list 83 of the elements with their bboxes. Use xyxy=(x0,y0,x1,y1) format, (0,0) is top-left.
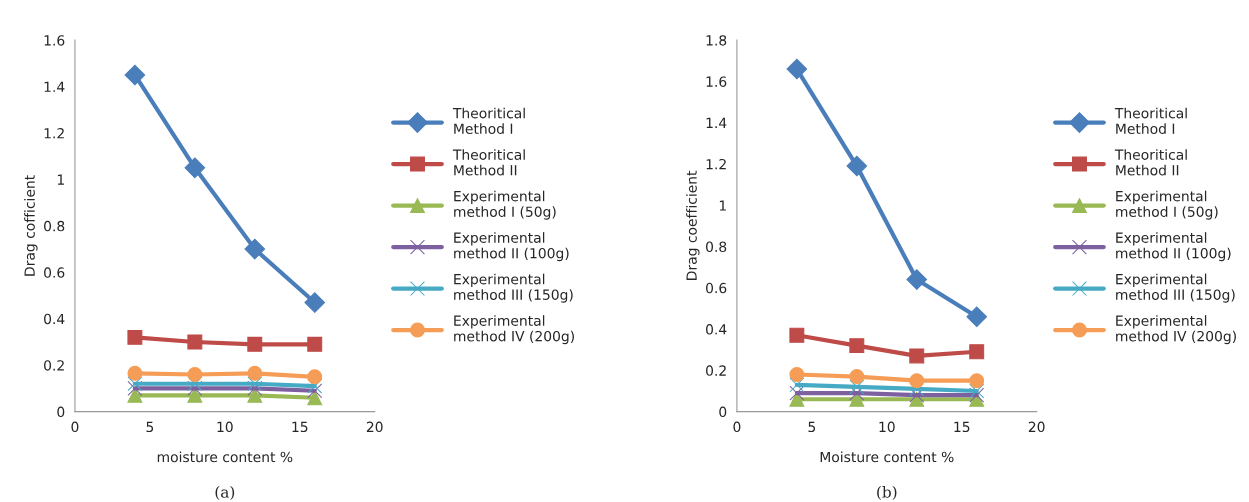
text: (a) xyxy=(215,485,235,500)
legend-label: Theoritical Method I xyxy=(452,107,525,134)
y-tick-label: 0.6 xyxy=(706,282,727,294)
y-tick-label: 0.6 xyxy=(44,267,65,278)
legend-label: Experimental method IV (200g) xyxy=(454,315,574,345)
point xyxy=(969,344,985,360)
point xyxy=(247,376,263,392)
legend-label: Experimental method II (100g) xyxy=(454,232,569,262)
legend-label: Experimental method I (50g) xyxy=(454,190,556,220)
point xyxy=(969,387,985,403)
y-tick-label: 0.2 xyxy=(706,365,726,376)
x-tick-label: 15 xyxy=(954,421,970,433)
x-tick-label: 10 xyxy=(217,421,233,433)
point xyxy=(849,379,865,395)
y-tick-label: 0.8 xyxy=(706,241,727,253)
y-tick-label: 1.6 xyxy=(706,76,727,87)
legend-label: Theoritical Method II xyxy=(452,149,525,176)
point xyxy=(906,269,928,290)
x-axis-title: moisture content % xyxy=(157,451,293,463)
point xyxy=(969,373,985,389)
legend-label: Experimental method I (50g) xyxy=(1116,190,1218,220)
point xyxy=(969,383,985,399)
y-tick-label: 1.8 xyxy=(706,35,727,46)
point xyxy=(184,157,206,179)
y-tick-label: 0 xyxy=(57,406,65,418)
point xyxy=(244,238,266,260)
legend-label: Experimental method IV (200g) xyxy=(1116,315,1236,345)
x-tick-label: 15 xyxy=(292,421,308,433)
point xyxy=(247,336,263,352)
legend-label: Experimental method III (150g) xyxy=(1116,273,1235,303)
y-tick-label: 0.4 xyxy=(44,313,65,325)
x-tick-label: 20 xyxy=(1028,421,1045,433)
y-tick-label: 1 xyxy=(57,174,64,185)
point xyxy=(187,367,203,382)
point xyxy=(909,373,925,389)
point xyxy=(124,64,146,86)
y-tick-label: 0.4 xyxy=(706,324,727,335)
x-tick-label: 10 xyxy=(879,421,895,433)
x-axis-title: Moisture content % xyxy=(820,451,954,463)
legend-label: Experimental method II (100g) xyxy=(1116,232,1231,262)
point xyxy=(127,380,143,396)
point xyxy=(849,369,865,385)
y-tick-label: 1.2 xyxy=(44,128,64,139)
point xyxy=(307,390,323,406)
legend-label: Experimental method III (150g) xyxy=(454,273,573,303)
x-tick-label: 0 xyxy=(733,421,741,433)
y-axis-title: Drag cofficient xyxy=(24,175,38,276)
point xyxy=(789,367,805,382)
legend-label: Theoritical Method II xyxy=(1114,149,1187,176)
y-tick-label: 1.2 xyxy=(706,158,726,170)
x-tick-label: 5 xyxy=(808,421,816,433)
y-tick-label: 0 xyxy=(719,406,727,418)
y-tick-label: 1.4 xyxy=(706,117,727,128)
y-tick-label: 0.8 xyxy=(44,220,65,232)
point xyxy=(247,380,263,396)
point xyxy=(789,327,805,343)
point xyxy=(909,348,925,364)
y-tick-label: 1 xyxy=(719,200,726,211)
point xyxy=(247,365,263,381)
point xyxy=(786,58,808,80)
legend-label: Theoritical Method I xyxy=(1114,107,1187,134)
point xyxy=(307,369,323,385)
point xyxy=(187,334,203,350)
x-tick-label: 5 xyxy=(146,421,154,433)
point xyxy=(789,385,805,401)
point xyxy=(187,380,203,396)
point xyxy=(966,306,988,328)
point xyxy=(127,376,143,392)
point xyxy=(846,155,868,177)
point xyxy=(127,365,143,381)
y-tick-label: 0.2 xyxy=(44,360,64,371)
point xyxy=(789,377,805,393)
point xyxy=(849,338,865,354)
point xyxy=(307,336,323,352)
x-tick-label: 20 xyxy=(366,421,383,433)
x-tick-label: 0 xyxy=(71,421,79,433)
y-tick-label: 1.4 xyxy=(44,81,65,92)
y-tick-label: 1.6 xyxy=(44,35,65,46)
y-axis-title: Drag coefficient xyxy=(686,170,700,280)
point xyxy=(127,329,143,345)
point xyxy=(307,378,323,394)
point xyxy=(304,292,326,313)
text: (b) xyxy=(877,485,897,500)
